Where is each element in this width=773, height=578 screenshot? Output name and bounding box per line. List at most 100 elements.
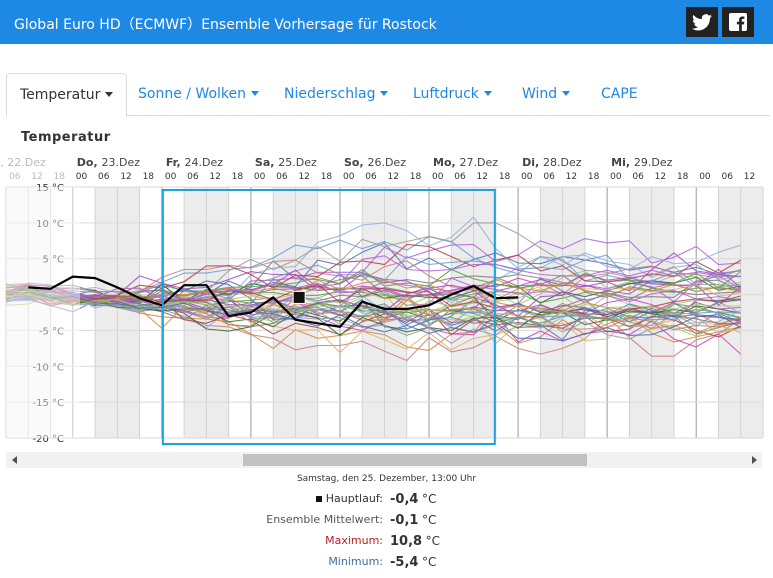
day-date: 22.Dez <box>7 156 46 169</box>
header-bar: Global Euro HD（ECMWF）Ensemble Vorhersage… <box>0 0 773 44</box>
hour-label: 06 <box>632 172 644 182</box>
day-label: Sa, 25.Dez <box>255 156 317 169</box>
scroll-left-button[interactable] <box>6 452 22 468</box>
info-unit: °C <box>421 513 437 527</box>
past-overlay <box>6 187 80 438</box>
info-value: -0,1 °C <box>390 513 436 528</box>
y-tick-label: -5 °C <box>39 326 64 337</box>
tab-sonne-wolken[interactable]: Sonne / Wolken <box>138 73 260 116</box>
day-name: Mo, <box>433 156 460 169</box>
info-label-minimum: Minimum: <box>328 555 383 568</box>
hour-label: 12 <box>566 172 577 182</box>
day-date: 27.Dez <box>460 156 499 169</box>
hour-label: 00 <box>521 172 533 182</box>
y-tick-label: -20 °C <box>33 434 65 445</box>
day-label: Do, 23.Dez <box>77 156 140 169</box>
hour-label: 12 <box>209 172 220 182</box>
info-label-text: Hauptlauf: <box>325 492 383 505</box>
info-unit: °C <box>421 492 437 506</box>
hour-label: 12 <box>655 172 666 182</box>
info-number: 10,8 <box>390 534 423 549</box>
scroll-thumb[interactable] <box>243 454 587 466</box>
info-label-hauptlauf: Hauptlauf: <box>315 492 383 505</box>
page-title: Global Euro HD（ECMWF）Ensemble Vorhersage… <box>14 17 437 33</box>
hour-label: 00 <box>76 172 88 182</box>
tab-wind[interactable]: Wind <box>522 73 571 116</box>
horizontal-scrollbar[interactable] <box>6 452 762 468</box>
day-date: 24.Dez <box>184 156 223 169</box>
hour-label: 06 <box>187 172 199 182</box>
hour-label: 06 <box>543 172 555 182</box>
day-name: Mi, <box>0 156 7 169</box>
tab-bar: Temperatur Sonne / Wolken Niederschlag L… <box>6 73 770 117</box>
hour-label: 18 <box>143 172 155 182</box>
day-date: 28.Dez <box>543 156 582 169</box>
hour-label: 00 <box>343 172 355 182</box>
caret-down-icon <box>483 90 492 96</box>
scroll-right-button[interactable] <box>746 452 762 468</box>
hour-label: 06 <box>454 172 466 182</box>
tab-luftdruck[interactable]: Luftdruck <box>413 73 492 116</box>
y-tick-label: 5 °C <box>42 255 64 266</box>
hour-label: 18 <box>588 172 600 182</box>
tab-temperatur[interactable]: Temperatur <box>6 73 128 117</box>
day-label: Mi, 29.Dez <box>611 156 672 169</box>
caret-down-icon <box>251 90 260 96</box>
selected-point-marker[interactable] <box>292 290 306 304</box>
info-label-mittelwert: Ensemble Mittelwert: <box>266 513 383 526</box>
temperature-chart[interactable]: Mi, 22.Dez Do, 23.Dez Fr, 24.Dez Sa, 25.Dez… <box>0 150 773 450</box>
info-number: -5,4 <box>390 555 419 570</box>
hour-label: 18 <box>321 172 333 182</box>
y-tick-label: 15 °C <box>36 183 64 194</box>
black-square-icon <box>315 496 322 502</box>
past-fade <box>6 187 80 438</box>
info-number: -0,1 <box>390 513 419 528</box>
facebook-button[interactable] <box>722 7 754 37</box>
y-tick-label: -15 °C <box>33 398 65 409</box>
caret-down-icon <box>380 90 389 96</box>
tab-label: Luftdruck <box>413 86 479 102</box>
twitter-icon <box>692 13 712 30</box>
ensemble-member-line <box>5 278 741 305</box>
day-label: Di, 28.Dez <box>522 156 582 169</box>
hour-label: 00 <box>699 172 711 182</box>
info-unit: °C <box>421 555 437 569</box>
hour-label: 00 <box>610 172 622 182</box>
tab-cape[interactable]: CAPE <box>601 73 638 116</box>
hour-label: 06 <box>9 172 21 182</box>
ensemble-member-line <box>5 294 741 330</box>
hour-label: 12 <box>744 172 755 182</box>
tooltip-date: Samstag, den 25. Dezember, 13:00 Uhr <box>296 474 477 484</box>
day-date: 26.Dez <box>367 156 406 169</box>
day-label: Fr, 24.Dez <box>166 156 223 169</box>
ensemble-member-line <box>5 271 742 317</box>
scroll-left-icon <box>11 456 17 464</box>
hour-label: 18 <box>232 172 244 182</box>
ensemble-member-line <box>5 294 741 318</box>
hour-label: 06 <box>276 172 288 182</box>
hour-label: 12 <box>31 172 42 182</box>
info-label-maximum: Maximum: <box>325 534 383 547</box>
hour-label: 12 <box>477 172 488 182</box>
selection-window[interactable] <box>161 189 496 445</box>
day-name: Sa, <box>255 156 278 169</box>
caret-down-icon <box>105 91 114 97</box>
ensemble-member-line <box>5 283 741 316</box>
hour-label: 00 <box>165 172 177 182</box>
ensemble-member-line <box>5 268 742 305</box>
day-name: Mi, <box>611 156 634 169</box>
ensemble-member-line <box>5 243 741 306</box>
hour-label: 18 <box>677 172 689 182</box>
hour-label: 06 <box>365 172 377 182</box>
day-name: Do, <box>77 156 102 169</box>
main-run-line <box>28 275 519 328</box>
hour-label: 18 <box>499 172 511 182</box>
twitter-button[interactable] <box>686 7 718 37</box>
caret-down-icon <box>562 90 571 96</box>
hour-label: 12 <box>298 172 309 182</box>
tab-label: CAPE <box>601 86 638 102</box>
chart-title: Temperatur <box>21 130 111 145</box>
hour-label: 18 <box>410 172 422 182</box>
tab-niederschlag[interactable]: Niederschlag <box>284 73 389 116</box>
ensemble-member-line <box>5 291 741 342</box>
